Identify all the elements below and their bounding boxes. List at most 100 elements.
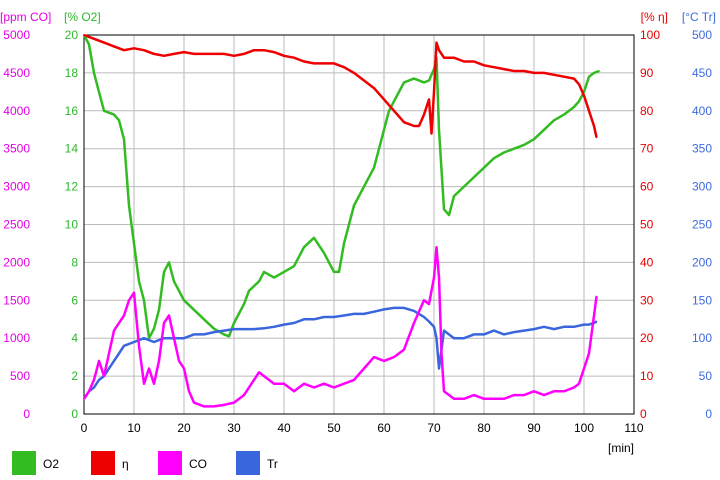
data-point-1-43 [463,60,465,63]
legend-label-3: Tr [267,457,278,471]
data-point-2-46 [453,337,455,340]
data-point-0-11 [143,299,145,302]
data-point-3-59 [513,394,515,396]
data-point-0-35 [323,252,325,254]
x-tick-label-5: 50 [327,421,341,435]
data-point-2-6 [113,360,115,362]
data-point-1-12 [203,53,205,55]
co-tick-label-4: 2000 [3,255,30,269]
legend-item-1: η [91,451,129,475]
data-point-0-48 [428,79,430,82]
x-tick-label-8: 80 [477,421,491,435]
data-point-2-36 [403,307,405,309]
plot-frame [83,34,635,415]
data-point-3-20 [183,367,185,370]
data-point-1-10 [183,51,185,53]
data-point-3-2 [93,379,95,381]
legend-swatch-3 [236,451,260,475]
co-tick-label-0: 0 [23,407,30,421]
data-point-3-69 [593,314,595,317]
data-point-3-51 [440,352,443,355]
data-point-3-67 [583,367,585,370]
tr-tick-label-8: 400 [692,104,712,118]
data-point-2-9 [133,341,135,343]
data-point-1-24 [323,62,325,65]
data-point-2-15 [193,333,195,336]
data-point-1-11 [193,53,195,55]
data-point-1-23 [313,62,315,65]
legend-item-0: O2 [12,451,59,475]
data-point-3-17 [168,314,170,317]
legend-label-2: CO [189,457,207,471]
series-line-0 [82,34,600,340]
data-point-3-37 [333,386,335,389]
data-point-0-14 [158,308,160,311]
data-point-1-31 [393,109,395,112]
x-tick-label-6: 60 [377,421,391,435]
series-3 [82,245,598,408]
data-point-0-45 [403,81,405,84]
data-point-1-58 [593,125,595,127]
data-point-1-7 [153,53,155,55]
data-point-3-49 [435,246,438,249]
data-point-0-19 [183,299,185,302]
legend-swatch-0 [12,451,36,475]
data-point-1-25 [333,62,335,65]
data-point-2-47 [463,337,465,340]
data-point-0-59 [503,151,505,154]
data-point-0-2 [93,72,95,74]
data-point-2-22 [263,327,265,330]
data-point-0-56 [473,176,475,179]
co-tick-label-2: 1000 [3,331,30,345]
data-point-0-25 [233,322,235,324]
legend-label-1: η [122,457,129,471]
data-point-2-50 [493,329,495,332]
data-point-3-0 [83,397,85,400]
data-point-0-51 [438,128,440,131]
data-point-2-56 [553,328,555,330]
data-point-1-29 [373,87,375,89]
data-point-1-49 [523,70,525,72]
data-point-2-30 [343,314,345,317]
data-point-2-37 [408,308,410,311]
data-point-0-57 [483,166,485,169]
data-point-3-8 [123,314,125,317]
data-point-2-29 [333,316,335,318]
data-point-3-65 [573,386,575,389]
data-point-0-38 [343,242,345,245]
data-point-3-41 [373,356,375,358]
o2-tick-label-1: 2 [71,369,78,383]
x-tick-label-2: 20 [177,421,191,435]
series-layer [82,33,600,408]
co-tick-label-10: 5000 [3,28,30,42]
data-point-1-15 [233,54,235,57]
data-point-0-37 [338,271,340,273]
data-point-3-54 [463,397,465,400]
data-point-3-29 [258,371,260,374]
data-point-3-24 [213,405,215,408]
data-point-0-3 [98,91,100,93]
data-point-0-52 [443,208,445,211]
data-point-2-54 [533,328,535,330]
data-point-1-46 [493,66,495,69]
co-tick-label-1: 500 [10,369,30,383]
data-point-0-39 [353,204,355,207]
data-point-3-38 [343,382,345,385]
data-point-2-51 [503,333,505,336]
co-tick-label-5: 2500 [3,218,30,232]
data-point-3-40 [363,367,365,370]
tr-axis-label: [°C Tr] [682,10,716,24]
data-point-2-10 [143,337,145,340]
data-point-2-55 [543,325,545,328]
data-point-2-20 [243,328,245,330]
o2-tick-label-10: 20 [65,28,79,42]
data-point-3-39 [353,379,355,381]
o2-tick-label-5: 10 [65,218,79,232]
data-point-1-8 [163,54,165,57]
data-point-3-52 [443,390,445,393]
data-point-0-41 [373,166,375,169]
data-point-0-34 [313,236,315,239]
data-point-0-28 [258,280,260,283]
data-point-1-45 [483,64,485,67]
data-point-3-70 [595,295,598,298]
